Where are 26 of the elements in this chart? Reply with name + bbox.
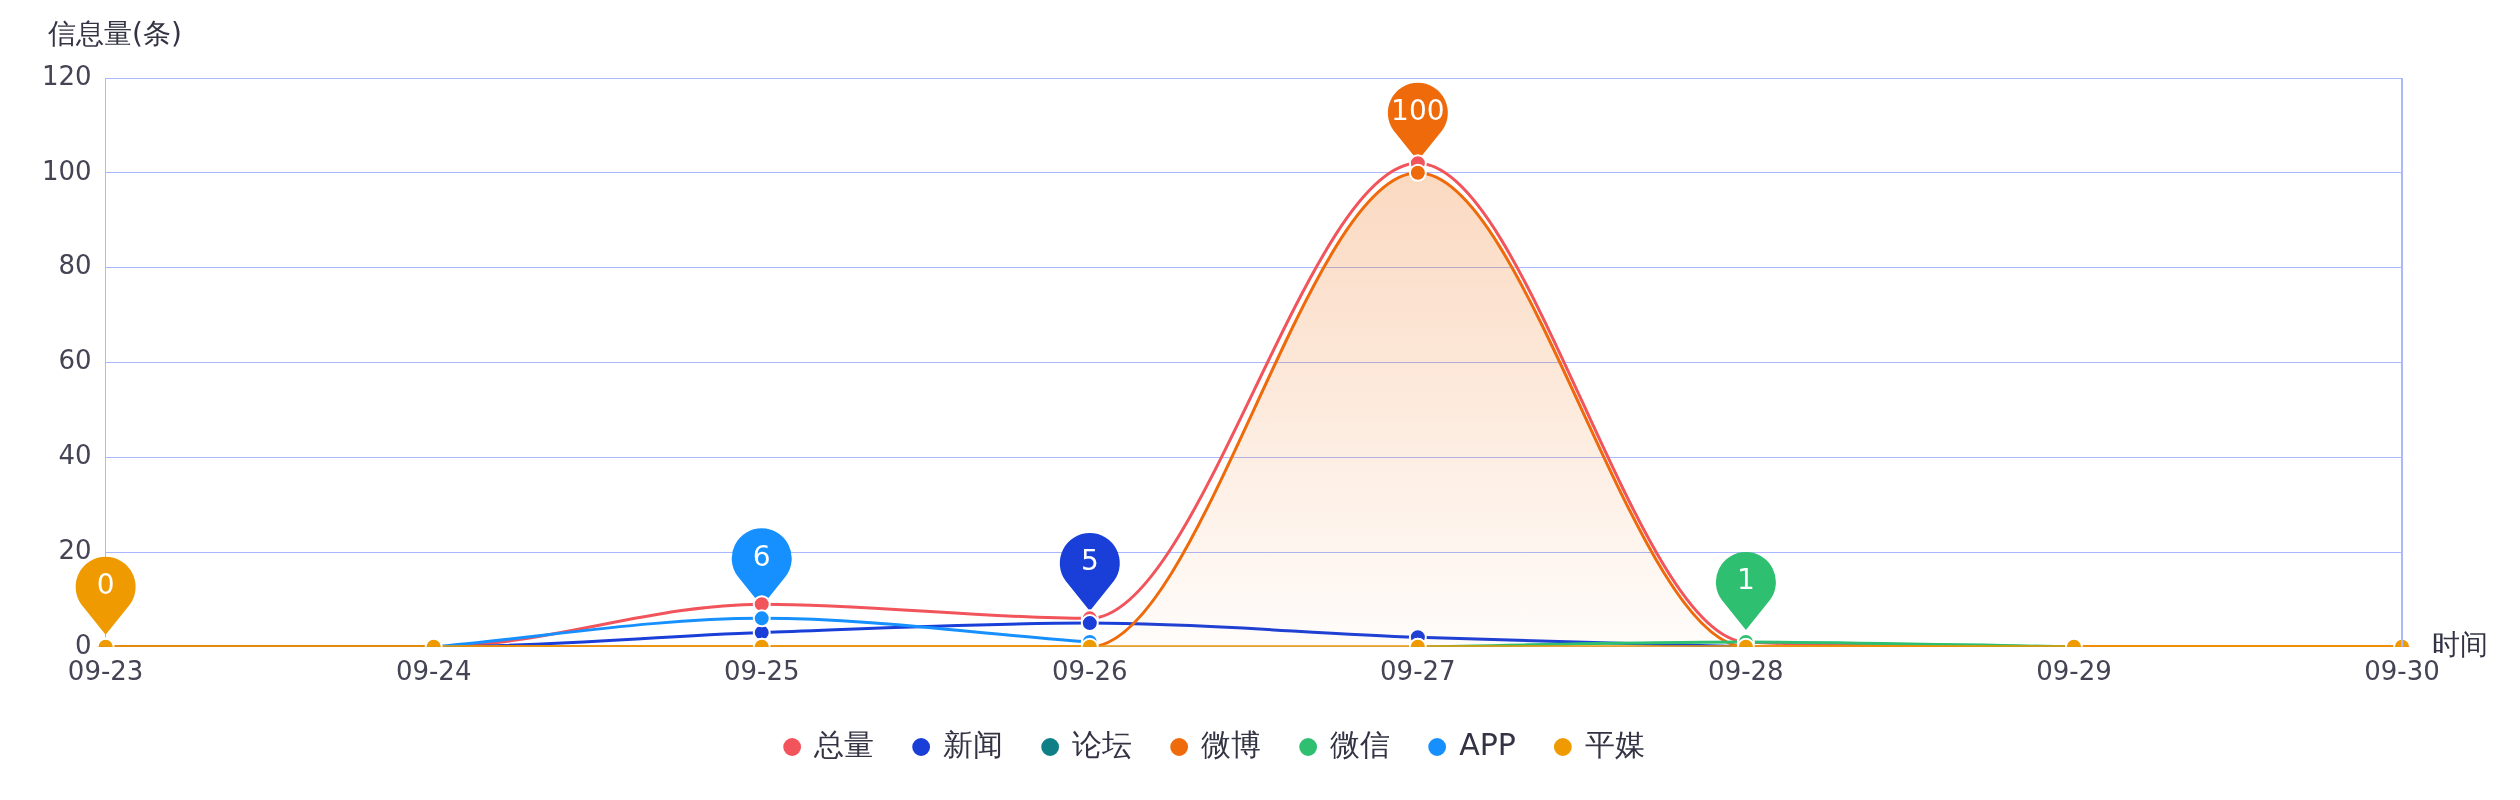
y-tick-label: 120 [41, 60, 92, 91]
legend-label: 微信 [1330, 726, 1391, 762]
y-axis-title: 信息量(条) [48, 17, 182, 51]
y-tick-label: 20 [58, 534, 92, 565]
data-label: 5 [1080, 544, 1099, 578]
data-label: 6 [752, 539, 771, 573]
y-tick-label: 100 [41, 155, 92, 186]
x-tick-label: 09-25 [723, 656, 800, 687]
y-tick-label: 80 [58, 250, 92, 281]
legend-label: 微博 [1201, 726, 1262, 762]
y-tick-label: 40 [58, 439, 92, 470]
x-tick-label: 09-29 [2036, 656, 2112, 687]
y-tick-label: 60 [58, 345, 92, 376]
data-label: 100 [1391, 94, 1445, 128]
x-tick-label: 09-27 [1380, 656, 1456, 687]
data-label: 0 [96, 568, 115, 602]
legend-label: 总量 [813, 726, 875, 762]
x-tick-label: 09-24 [395, 656, 472, 687]
legend-label: APP [1459, 726, 1516, 762]
legend-label: 新闻 [943, 726, 1004, 762]
x-tick-label: 09-30 [2364, 656, 2440, 687]
data-label: 1 [1736, 563, 1755, 597]
x-tick-label: 09-28 [1708, 656, 1784, 687]
legend-label: 论坛 [1072, 726, 1133, 762]
x-tick-label: 09-26 [1052, 656, 1128, 687]
legend-label: 平媒 [1584, 726, 1645, 762]
